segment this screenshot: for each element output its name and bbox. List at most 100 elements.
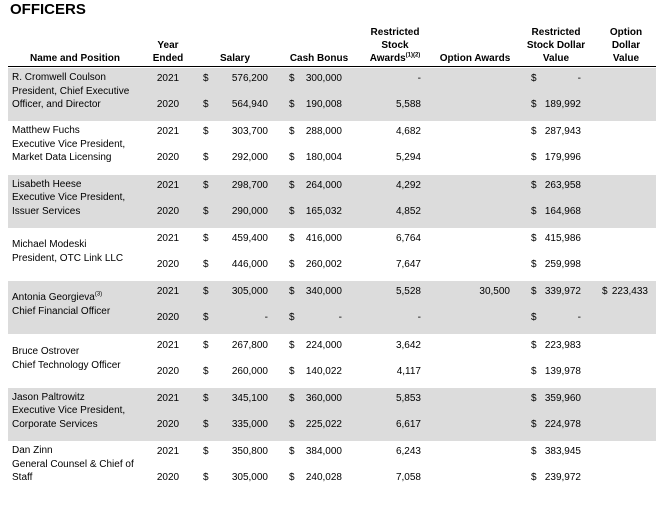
officer-name: Issuer Services (12, 206, 80, 218)
cell: 2021 (156, 286, 180, 298)
cell: $ (531, 286, 537, 298)
officer-name: Executive Vice President, (12, 192, 125, 204)
header-label: Value (496, 53, 616, 65)
cell: 7,647 (395, 258, 421, 270)
name-text: R. Cromwell Coulson (12, 72, 106, 83)
cell: $ (203, 99, 209, 110)
header-text: Value (542, 53, 570, 64)
header-label: Year (108, 40, 228, 52)
cell: 383,945 (544, 446, 581, 458)
header-text: Value (612, 53, 640, 64)
cell: 2020 (156, 312, 180, 324)
header-label: Stock (335, 40, 455, 52)
cell: $ (289, 472, 295, 484)
cell: $ (289, 99, 295, 110)
officer-name: Officer, and Director (12, 99, 101, 111)
name-text: President, Chief Executive (12, 85, 130, 97)
name-text: Staff (12, 472, 33, 484)
name-footnote: (3) (94, 291, 103, 298)
officer-name: Market Data Licensing (12, 152, 112, 164)
cell: $ (203, 365, 209, 377)
officer-name: Lisabeth Heese (12, 179, 82, 191)
cell: 459,400 (231, 232, 268, 244)
cell: 576,200 (231, 73, 268, 84)
cell: $ (289, 179, 295, 191)
cell: $ (531, 99, 537, 110)
row-band (8, 174, 656, 228)
cell: 180,004 (305, 152, 342, 164)
cell: 6,243 (395, 446, 421, 458)
cell: 345,100 (231, 392, 268, 404)
officer-name: Chief Financial Officer (12, 306, 110, 318)
cell: 5,588 (395, 99, 421, 110)
name-text: Executive Vice President, (12, 405, 126, 417)
cell: 2020 (156, 152, 180, 164)
header-label: Dollar (566, 40, 662, 52)
cell: 4,682 (395, 126, 421, 138)
cell: - (417, 73, 421, 84)
officer-name: President, OTC Link LLC (12, 253, 123, 265)
cell: $ (203, 446, 209, 458)
cell: 2021 (156, 446, 180, 458)
header-text: Restricted (531, 27, 581, 38)
officer-name: General Counsel & Chief of (12, 459, 134, 471)
cell: 6,764 (395, 232, 421, 244)
cell: 2020 (156, 418, 180, 430)
officer-name: Matthew Fuchs (12, 125, 80, 137)
name-text: Market Data Licensing (12, 152, 112, 164)
name-text: Chief Technology Officer (12, 359, 121, 371)
cell: $ (203, 126, 209, 138)
cell: 260,002 (305, 258, 342, 270)
cell: 164,968 (544, 205, 581, 217)
cell: 263,958 (544, 179, 581, 191)
header-text: Ended (152, 53, 184, 64)
cell: 287,943 (544, 126, 581, 138)
cell: $ (289, 418, 295, 430)
name-text: Dan Zinn (12, 445, 53, 457)
header-label: Cash Bonus (259, 53, 379, 65)
name-text: General Counsel & Chief of (12, 458, 134, 470)
cell: $ (531, 73, 537, 84)
cell: $ (203, 258, 209, 270)
header-label: Restricted (335, 27, 455, 39)
cell: $ (203, 152, 209, 164)
header-label: Name and Position (15, 53, 135, 65)
cell: $ (289, 339, 295, 351)
cell: 2020 (156, 258, 180, 270)
cell: 30,500 (479, 286, 510, 298)
cell: 2020 (156, 472, 180, 484)
cell: 264,000 (305, 179, 342, 191)
header-text: Year (157, 40, 179, 51)
cell: 359,960 (544, 392, 581, 404)
cell: 2020 (156, 205, 180, 217)
cell: 260,000 (231, 365, 268, 377)
cell: 288,000 (305, 126, 342, 138)
cell: 350,800 (231, 446, 268, 458)
cell: 240,028 (305, 472, 342, 484)
cell: 189,992 (544, 99, 581, 110)
header-footnote: (1)(2) (405, 52, 421, 59)
cell: - (577, 312, 581, 324)
header-label: Value (566, 53, 662, 65)
row-band (8, 281, 656, 335)
cell: 339,972 (544, 286, 581, 298)
cell: 5,853 (395, 392, 421, 404)
cell: 2021 (156, 73, 180, 84)
cell: $ (531, 179, 537, 191)
header-label: Stock Dollar (496, 40, 616, 52)
cell: $ (289, 205, 295, 217)
cell: $ (531, 365, 537, 377)
cell: $ (203, 472, 209, 484)
header-text: Stock Dollar (526, 40, 586, 51)
cell: $ (289, 286, 295, 298)
row-band (8, 387, 656, 442)
cell: 5,528 (395, 286, 421, 298)
cell: 190,008 (305, 99, 342, 110)
cell: 303,700 (231, 126, 268, 138)
header-text: Name and Position (29, 53, 120, 64)
header-text: Restricted (370, 27, 420, 38)
cell: 223,983 (544, 339, 581, 351)
cell: 5,294 (395, 152, 421, 164)
cell: 223,433 (611, 286, 648, 298)
cell: $ (203, 179, 209, 191)
